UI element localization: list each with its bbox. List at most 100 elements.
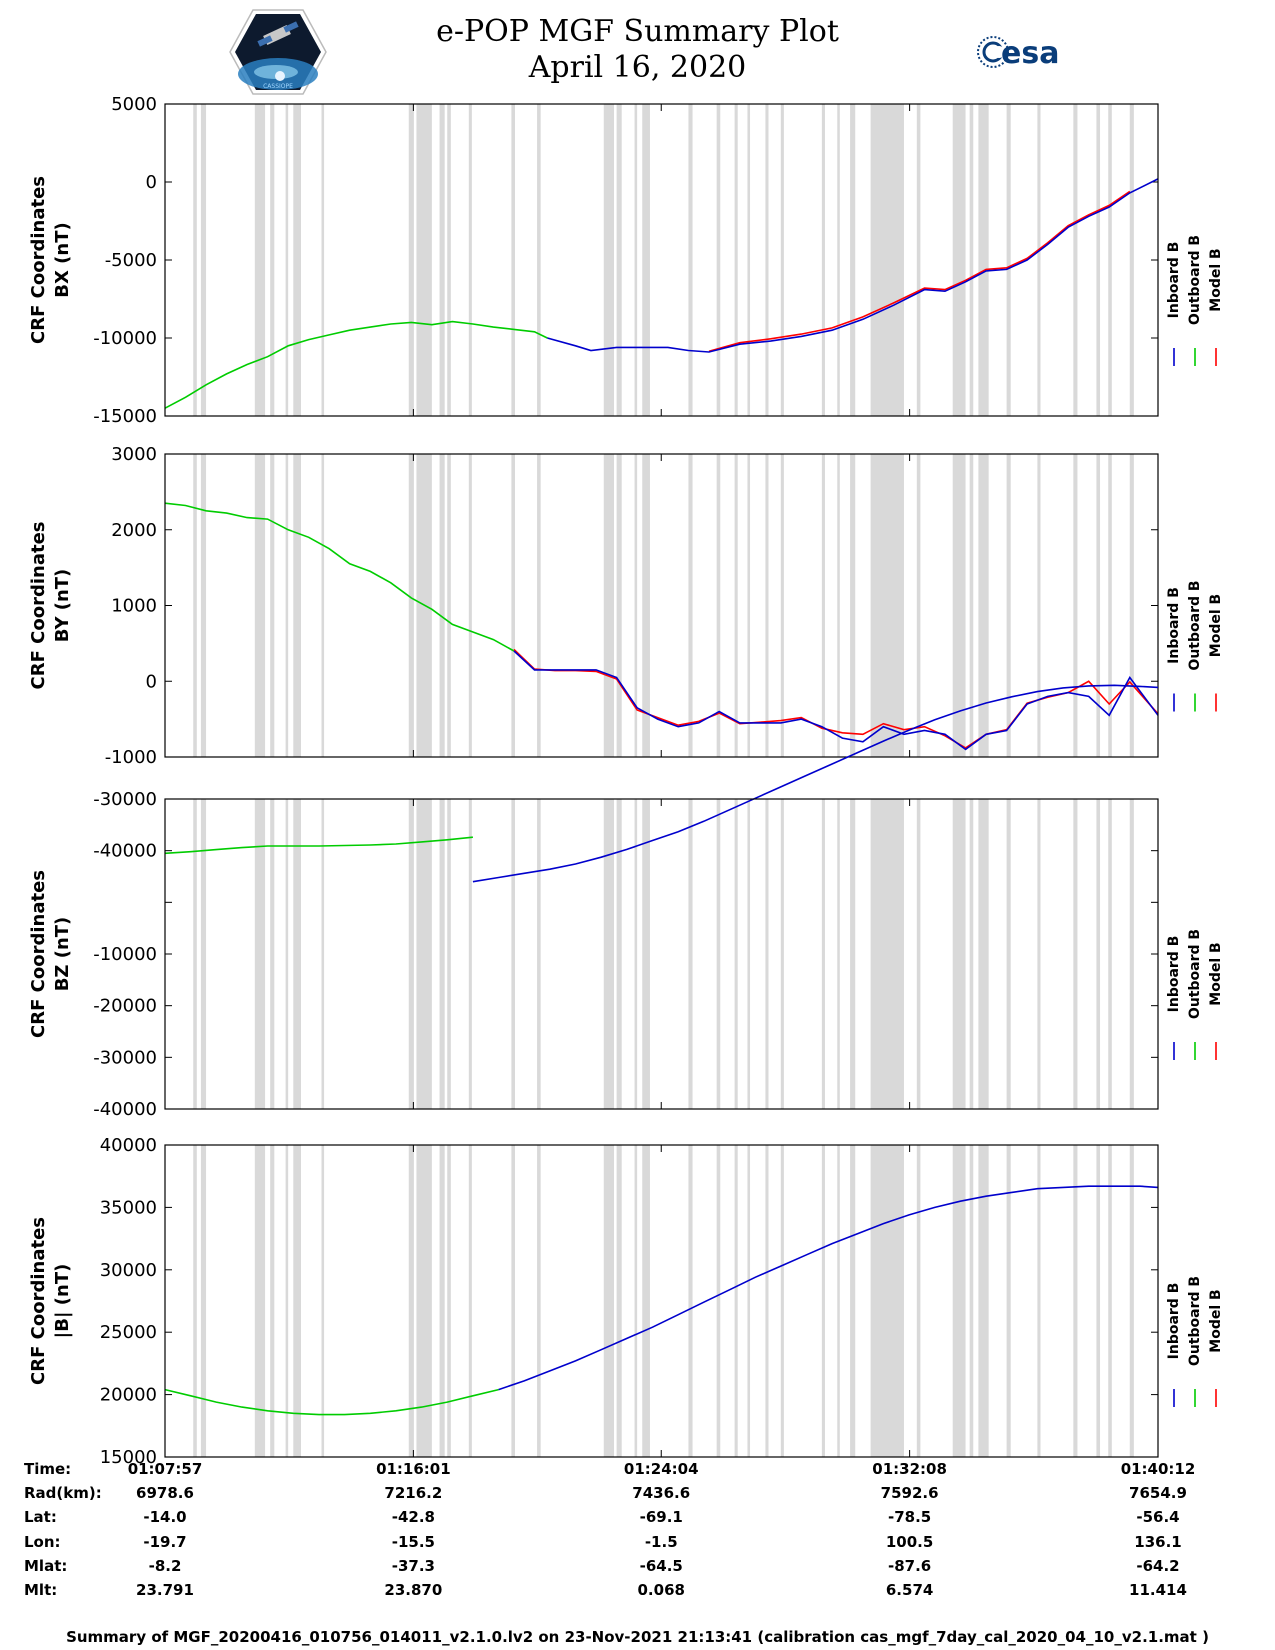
shade-band-by: [603, 454, 615, 757]
shade-band-bz: [780, 799, 784, 1109]
shade-band-by: [688, 454, 693, 757]
shade-band-by: [468, 454, 472, 757]
shade-band-by: [716, 454, 721, 757]
shade-band-bz: [293, 799, 301, 1109]
shade-band-bz: [193, 799, 197, 1109]
series-line-bmag-inboard: [498, 1185, 1159, 1391]
shade-band-bz: [1129, 799, 1134, 1109]
shade-band-bx: [634, 104, 638, 416]
shade-band-bmag: [747, 1145, 751, 1457]
ylabel-bz-line1: CRF Coordinates: [28, 870, 49, 1038]
legend-label-bmag: Model B: [1208, 1289, 1224, 1352]
shade-band-by: [978, 454, 989, 757]
legend-label-by: Model B: [1208, 594, 1224, 657]
ytick-label-bmag: 25000: [100, 1322, 157, 1343]
shade-band-bmag: [1129, 1145, 1134, 1457]
panel-frame-by: [164, 453, 1159, 758]
shade-band-bz: [447, 799, 451, 1109]
shade-band-by: [1037, 454, 1041, 757]
shade-band-bmag: [780, 1145, 784, 1457]
shade-band-by: [439, 454, 445, 757]
shade-band-bmag: [642, 1145, 650, 1457]
shade-band-bx: [1129, 104, 1134, 416]
shade-band-bz: [1037, 799, 1041, 1109]
legend-label-bmag: Outboard B: [1187, 1276, 1203, 1366]
ytick-label-bx: -15000: [93, 406, 157, 427]
shade-band-bmag: [1037, 1145, 1041, 1457]
shade-band-bx: [1006, 104, 1011, 416]
shade-band-bx: [978, 104, 989, 416]
shade-band-bz: [916, 799, 921, 1109]
shade-band-by: [1073, 454, 1078, 757]
series-line-bx-model: [708, 190, 1131, 353]
legend-label-by: Outboard B: [1187, 580, 1203, 670]
ylabel-bz-line2: BZ (nT): [52, 917, 73, 992]
ytick-label-bmag: 35000: [100, 1197, 157, 1218]
ytick-label-bx: 0: [146, 172, 157, 193]
ytick-label-bmag: 40000: [100, 1135, 157, 1156]
legend-label-bz: Inboard B: [1166, 936, 1182, 1013]
shade-band-bx: [1073, 104, 1078, 416]
shade-band-bmag: [1073, 1145, 1078, 1457]
shade-band-by: [780, 454, 784, 757]
shade-band-by: [870, 454, 904, 757]
ytick-label-bz: -40000: [93, 841, 157, 862]
shade-band-bmag: [821, 1145, 825, 1457]
shade-band-bx: [603, 104, 615, 416]
shade-band-bmag: [511, 1145, 515, 1457]
shade-band-bz: [285, 799, 289, 1109]
shade-band-bmag: [765, 1145, 769, 1457]
shade-band-bmag: [537, 1145, 541, 1457]
ylabel-by-line1: CRF Coordinates: [28, 522, 49, 690]
shade-band-by: [408, 454, 414, 757]
shade-band-by: [447, 454, 451, 757]
shade-band-by: [642, 454, 650, 757]
series-line-bz-outboard: [164, 836, 473, 855]
series-line-bx-inboard: [547, 178, 1159, 353]
legend-label-bz: Model B: [1208, 942, 1224, 1005]
legend-label-bx: Model B: [1208, 248, 1224, 311]
plot-title: e-POP MGF Summary Plot April 16, 2020: [0, 14, 1275, 86]
shade-band-bx: [734, 104, 738, 416]
shade-band-bmag: [293, 1145, 301, 1457]
shade-band-by: [634, 454, 638, 757]
shade-band-bx: [293, 104, 301, 416]
shade-band-bz: [1006, 799, 1011, 1109]
ylabel-bx-line2: BX (nT): [52, 222, 73, 297]
shade-band-by: [616, 454, 622, 757]
shade-band-bx: [821, 104, 825, 416]
shade-band-bz: [1073, 799, 1078, 1109]
esa-logo-text: esa: [1001, 36, 1059, 71]
shade-band-bz: [1108, 799, 1112, 1109]
panel-frame-bmag: [164, 1144, 1159, 1458]
shade-band-bmag: [969, 1145, 974, 1457]
shade-band-bmag: [254, 1145, 266, 1457]
series-line-by-inboard: [513, 650, 1159, 751]
shade-band-by: [821, 454, 825, 757]
shade-band-bz: [511, 799, 515, 1109]
shade-band-bz: [537, 799, 541, 1109]
shade-band-bx: [688, 104, 693, 416]
shade-band-bmag: [916, 1145, 921, 1457]
title-line-1: e-POP MGF Summary Plot: [436, 14, 839, 49]
shade-band-bz: [850, 799, 856, 1109]
series-line-bz-inboard: [472, 684, 1159, 883]
shade-band-bx: [716, 104, 721, 416]
ytick-label-bx: -10000: [93, 328, 157, 349]
shade-band-bx: [511, 104, 515, 416]
ytick-label-bx: -5000: [105, 250, 157, 271]
shade-band-bmag: [1108, 1145, 1112, 1457]
shade-band-bmag: [603, 1145, 615, 1457]
shade-band-by: [293, 454, 301, 757]
shade-band-bmag: [193, 1145, 197, 1457]
shade-band-bx: [200, 104, 207, 416]
shade-band-bx: [537, 104, 541, 416]
ytick-label-bz: -20000: [93, 996, 157, 1017]
shade-band-bz: [837, 799, 840, 1109]
shade-band-by: [1096, 454, 1101, 757]
shade-band-by: [952, 454, 966, 757]
shade-band-by: [1129, 454, 1134, 757]
shade-band-bx: [916, 104, 921, 416]
shade-band-by: [850, 454, 856, 757]
shade-band-bz: [270, 799, 275, 1109]
